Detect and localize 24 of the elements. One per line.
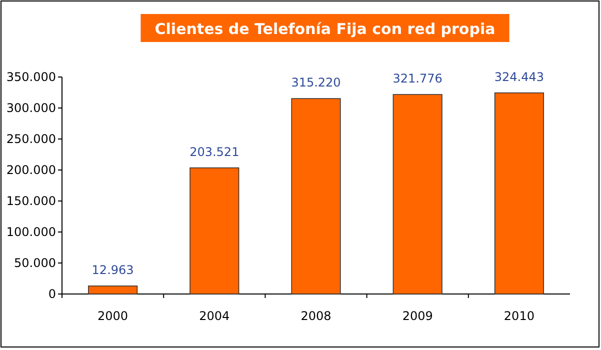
bar (88, 286, 138, 294)
bar (190, 167, 240, 294)
data-label: 203.521 (190, 144, 240, 159)
x-tick-label: 2000 (98, 309, 128, 323)
x-tick-label: 2008 (300, 309, 332, 323)
bar (291, 98, 341, 294)
x-tick-label: 2010 (504, 309, 534, 323)
y-tick-label: 250.000 (6, 132, 56, 146)
bar (392, 94, 442, 294)
chart-title: Clientes de Telefonía Fija con red propia (154, 20, 496, 38)
y-tick-label: 300.000 (6, 101, 56, 116)
data-label: 324.443 (494, 70, 544, 84)
data-label: 12.963 (92, 262, 134, 277)
x-tick-label: 2004 (199, 309, 230, 323)
y-tick-label: 50.000 (14, 256, 56, 270)
y-tick-label: 100.000 (6, 225, 56, 240)
x-tick-label: 2009 (402, 309, 433, 323)
data-label: 315.220 (291, 76, 341, 90)
y-tick-label: 150.000 (6, 194, 56, 208)
y-tick-label: 200.000 (6, 163, 56, 178)
bar (494, 92, 544, 294)
data-label: 321.776 (392, 72, 442, 86)
y-tick-label: 0 (48, 287, 56, 302)
y-tick-label: 350.000 (6, 70, 56, 84)
